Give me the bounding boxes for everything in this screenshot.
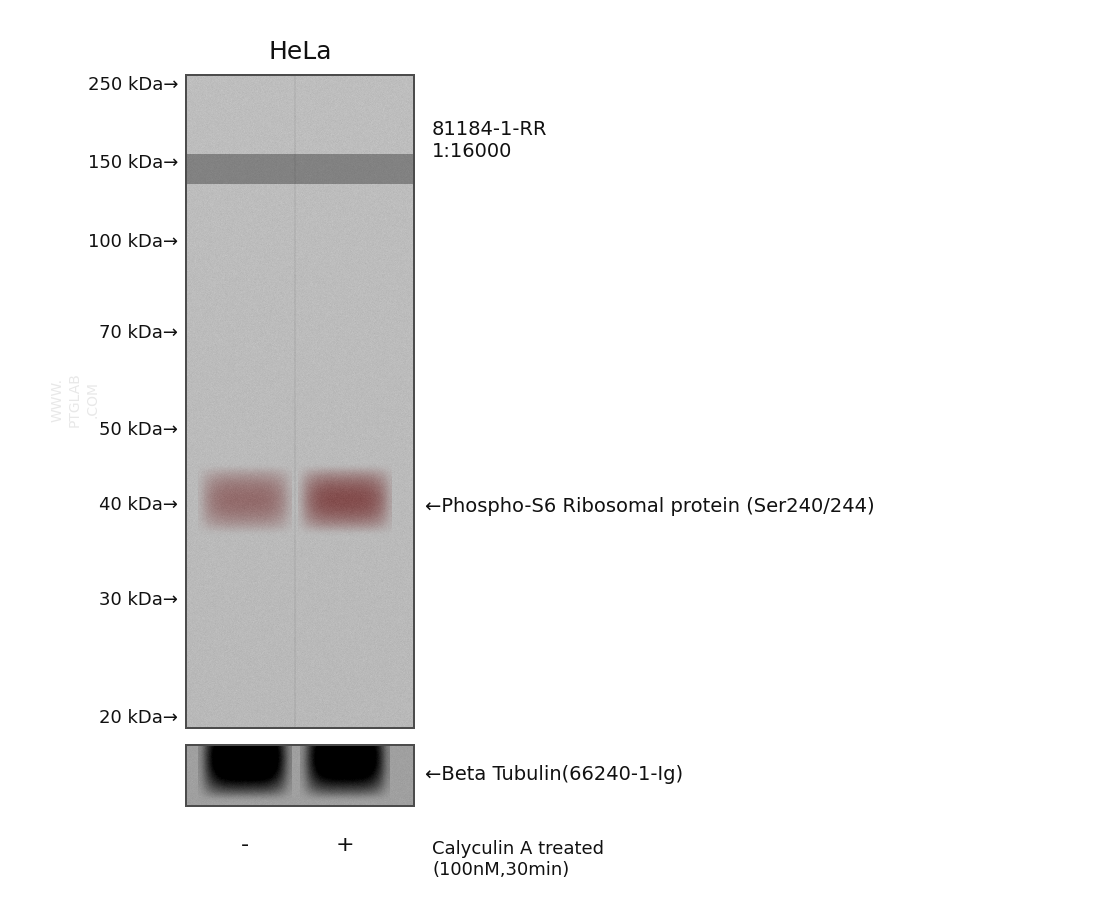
Text: 50 kDa→: 50 kDa→ (99, 420, 178, 438)
Text: ←Phospho-S6 Ribosomal protein (Ser240/244): ←Phospho-S6 Ribosomal protein (Ser240/24… (425, 497, 874, 516)
Text: 150 kDa→: 150 kDa→ (88, 154, 178, 171)
Text: ←Beta Tubulin(66240-1-Ig): ←Beta Tubulin(66240-1-Ig) (425, 765, 683, 784)
Text: HeLa: HeLa (268, 40, 332, 64)
Text: 40 kDa→: 40 kDa→ (99, 495, 178, 513)
Text: WWW.
PTGLAB
.COM: WWW. PTGLAB .COM (51, 373, 99, 427)
Text: 20 kDa→: 20 kDa→ (99, 708, 178, 726)
Text: -: - (241, 834, 249, 854)
Text: 81184-1-RR
1:16000: 81184-1-RR 1:16000 (432, 120, 548, 161)
Text: 30 kDa→: 30 kDa→ (99, 590, 178, 608)
Text: 100 kDa→: 100 kDa→ (88, 233, 178, 251)
Text: 70 kDa→: 70 kDa→ (99, 324, 178, 342)
Text: 250 kDa→: 250 kDa→ (88, 76, 178, 94)
Text: Calyculin A treated
(100nM,30min): Calyculin A treated (100nM,30min) (432, 839, 604, 878)
Text: +: + (336, 834, 354, 854)
